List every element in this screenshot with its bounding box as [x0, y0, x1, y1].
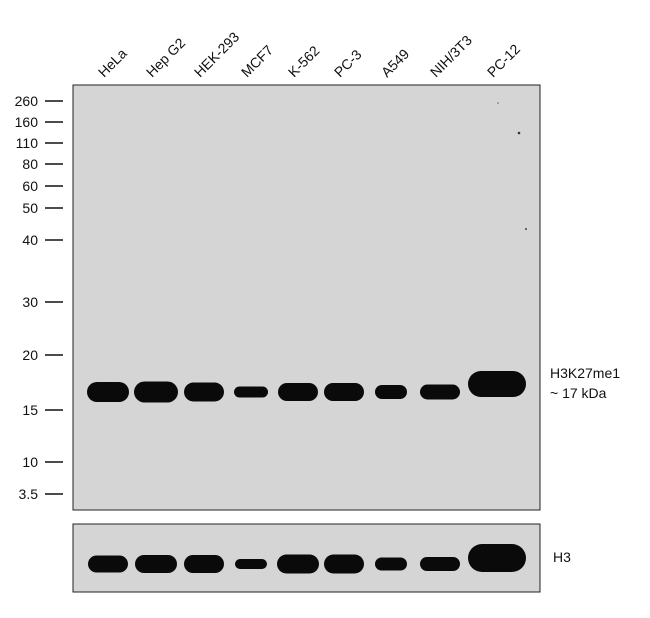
band — [234, 386, 268, 398]
marker-label: 30 — [22, 294, 38, 310]
band — [468, 544, 526, 572]
band — [420, 384, 460, 400]
lane-label: MCF7 — [238, 42, 276, 80]
band — [468, 371, 526, 397]
band — [375, 385, 407, 399]
lane-label: K-562 — [285, 42, 323, 80]
band — [277, 554, 319, 574]
marker-label: 50 — [22, 200, 38, 216]
band — [324, 383, 364, 401]
marker-label: 3.5 — [19, 486, 39, 502]
speck — [497, 102, 499, 104]
marker-label: 40 — [22, 232, 38, 248]
marker-label: 15 — [22, 402, 38, 418]
band — [324, 554, 364, 574]
lane-label: NIH/3T3 — [427, 32, 475, 80]
lane-label: PC-12 — [484, 41, 524, 81]
marker-label: 160 — [15, 114, 39, 130]
band — [184, 555, 224, 573]
speck — [517, 131, 521, 135]
band — [235, 559, 267, 569]
lane-label: HeLa — [95, 45, 130, 80]
marker-label: 80 — [22, 156, 38, 172]
lane-label: Hep G2 — [143, 35, 189, 81]
marker-label: 110 — [16, 135, 39, 151]
band-size: ~ 17 kDa — [550, 385, 607, 401]
band — [134, 381, 178, 403]
band — [135, 555, 177, 573]
lane-label: HEK-293 — [191, 28, 243, 80]
lane-label: A549 — [378, 46, 413, 81]
marker-label: 260 — [15, 93, 39, 109]
main-blot — [72, 84, 541, 511]
lane-label: PC-3 — [331, 46, 365, 80]
marker-label: 20 — [22, 347, 38, 363]
band-label: H3K27me1 — [550, 365, 620, 381]
band — [375, 557, 407, 571]
band — [278, 383, 318, 401]
band — [88, 555, 128, 573]
band — [184, 382, 224, 402]
marker-label: 10 — [22, 454, 38, 470]
speck — [525, 228, 527, 230]
band — [420, 557, 460, 571]
band — [87, 382, 129, 402]
loading-label: H3 — [553, 549, 571, 565]
marker-label: 60 — [22, 178, 38, 194]
